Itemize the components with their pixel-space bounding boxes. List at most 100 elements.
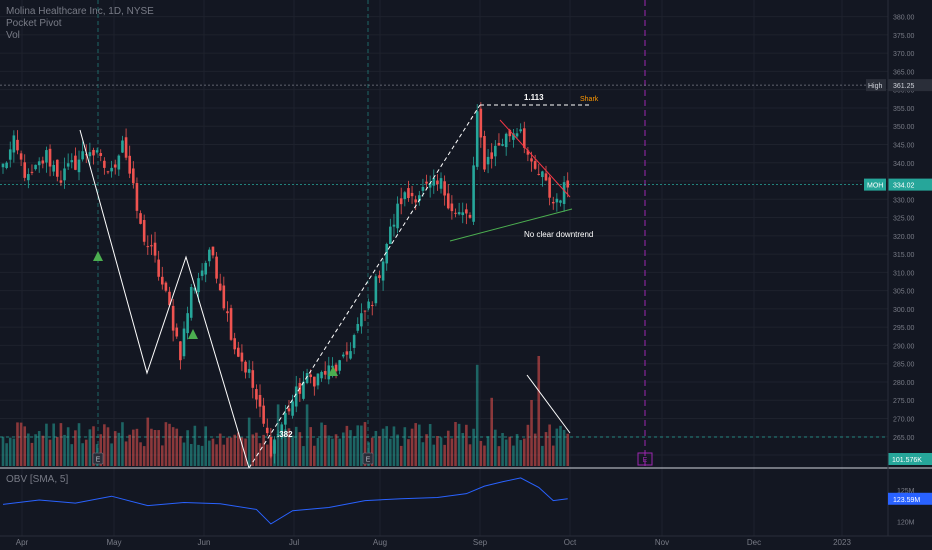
candle-body <box>164 282 168 291</box>
high-tag-label: High <box>868 83 883 90</box>
candle-body <box>204 262 208 275</box>
y-axis-tick-label: 290.00 <box>893 343 915 350</box>
volume-bar <box>309 427 312 466</box>
volume-bar <box>533 433 537 466</box>
candle-body <box>479 108 483 138</box>
candle-body <box>522 128 526 148</box>
candle-body <box>389 226 392 244</box>
upcoming-earnings-label: E <box>643 457 648 464</box>
candle-body <box>385 243 389 264</box>
fib-extension-label: 1.113 <box>524 93 544 102</box>
y-axis-tick-label: 310.00 <box>893 270 915 277</box>
candle-body <box>294 386 298 407</box>
candle-body <box>182 328 186 357</box>
volume-bar <box>23 426 27 466</box>
chart-title: Molina Healthcare Inc, 1D, NYSE <box>6 6 154 17</box>
volume-bar <box>193 425 197 466</box>
candle-body <box>132 168 135 184</box>
obv-title: OBV [SMA, 5] <box>6 474 69 485</box>
candle-body <box>222 285 226 309</box>
candle-body <box>200 270 204 276</box>
volume-bar <box>157 430 160 466</box>
volume-bar <box>291 435 294 466</box>
candle-body <box>443 181 446 196</box>
candle-body <box>171 305 175 331</box>
volume-bar <box>472 428 475 466</box>
volume-bar <box>327 435 331 466</box>
volume-bar <box>255 432 258 466</box>
candle-body <box>396 203 399 229</box>
volume-bar <box>74 430 77 466</box>
volume-bar <box>562 429 566 466</box>
candle-body <box>309 374 312 378</box>
candle-body <box>284 413 287 425</box>
candle-body <box>323 371 327 375</box>
candle-body <box>262 405 265 424</box>
candle-body <box>475 111 479 167</box>
volume-bar <box>334 434 338 466</box>
candle-body <box>331 365 334 368</box>
volume-bar <box>182 442 186 466</box>
candle-body <box>37 161 41 166</box>
volume-bar <box>113 431 117 466</box>
candle-body <box>240 352 244 362</box>
x-axis-tick-label: Aug <box>373 538 387 547</box>
volume-bar <box>34 434 37 466</box>
y-axis-tick-label: 330.00 <box>893 197 915 204</box>
candle-body <box>8 149 12 160</box>
volume-bar <box>124 441 128 466</box>
candle-body <box>189 286 193 318</box>
candle-body <box>77 159 81 173</box>
candle-body <box>88 152 92 157</box>
volume-bar <box>84 439 88 466</box>
volume-bar <box>233 434 236 466</box>
candle-body <box>533 161 537 169</box>
x-axis-tick-label: Dec <box>747 538 761 547</box>
volume-bar <box>512 445 515 466</box>
volume-bar <box>117 432 121 466</box>
volume-bar <box>237 432 240 466</box>
volume-bar <box>349 430 352 466</box>
earnings-marker-label: E <box>96 457 101 464</box>
candle-body <box>461 212 465 216</box>
x-axis-tick-label: Nov <box>655 538 669 547</box>
candle-body <box>280 424 284 435</box>
pocket-pivot-marker <box>328 366 338 376</box>
volume-bar <box>175 428 179 466</box>
candle-body <box>48 148 52 167</box>
candle-body <box>255 389 258 400</box>
volume-bar <box>494 429 497 466</box>
candle-body <box>338 360 341 371</box>
candle-body <box>59 180 63 183</box>
volume-bar <box>146 417 150 466</box>
candle-body <box>530 158 533 162</box>
candle-body <box>99 153 103 156</box>
volume-bar <box>88 429 92 466</box>
candle-body <box>45 150 48 163</box>
candle-body <box>273 439 276 454</box>
volume-bar <box>566 433 570 466</box>
volume-bar <box>280 428 284 466</box>
volume-bar <box>59 423 63 466</box>
volume-bar <box>19 422 23 466</box>
candle-body <box>465 209 468 214</box>
x-axis-tick-label: 2023 <box>833 538 851 547</box>
volume-bar <box>298 432 302 466</box>
candle-body <box>258 394 262 407</box>
candle-body <box>403 192 407 200</box>
volume-bar <box>45 423 48 466</box>
candle-body <box>237 347 240 357</box>
volume-bar <box>179 436 182 466</box>
volume-bar <box>171 427 175 466</box>
indicator-pocket-pivot: Pocket Pivot <box>6 18 62 29</box>
candle-body <box>548 177 551 198</box>
candle-body <box>457 212 461 215</box>
volume-bar <box>132 429 135 466</box>
candle-body <box>168 291 171 306</box>
volume-bar <box>457 423 461 466</box>
volume-bar <box>284 429 287 466</box>
volume-bar <box>208 440 211 466</box>
volume-bar <box>218 433 222 466</box>
candle-body <box>56 159 59 177</box>
